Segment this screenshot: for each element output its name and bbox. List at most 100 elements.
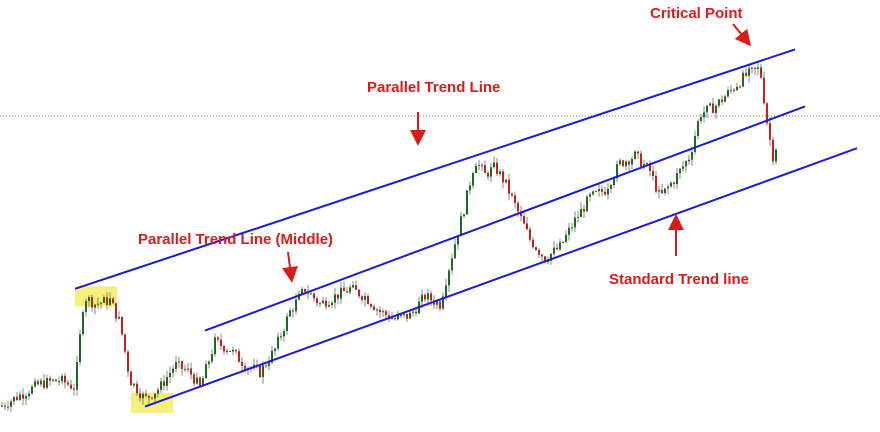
candle [763,71,765,105]
candle [748,65,750,83]
candle [346,286,348,293]
candle [769,117,771,147]
candle [652,165,654,181]
candle [202,376,204,386]
candle [766,102,768,126]
candle [283,328,285,342]
candle [280,332,282,341]
candle [757,62,759,76]
trend-line-parallel-middle [204,105,806,332]
candle [640,150,642,168]
candle [721,95,723,106]
candle [577,211,579,223]
candle [172,365,174,378]
candle [259,364,261,379]
candle [691,146,693,167]
candle [529,226,531,243]
candle [1,401,3,408]
candle [370,303,372,309]
candle [559,238,561,251]
candle [262,361,264,384]
candle [631,156,633,169]
candle [151,397,153,400]
candle [607,183,609,200]
candle [742,69,744,88]
candle [400,314,402,319]
candle [223,344,225,355]
candle [457,235,459,250]
trend-line-standard-lower [144,147,858,408]
candle [676,167,678,190]
candle [7,400,9,411]
candle [469,181,471,195]
candle [427,288,429,306]
candle [661,183,663,195]
candle [526,216,528,231]
candle [487,170,489,181]
candle [484,160,486,174]
candle [361,294,363,304]
candle [454,238,456,259]
candle [511,192,513,198]
candle [562,241,564,244]
candle [733,88,735,93]
candle [718,98,720,108]
candle [499,169,501,177]
candle [25,393,27,406]
candle [619,157,621,167]
candle [730,85,732,94]
candle [496,158,498,176]
candle [466,190,468,215]
candle [241,356,243,372]
arrow-parallel-trend-line-middle [282,251,298,283]
candle [43,374,45,390]
candle [76,355,78,396]
candle [475,162,477,174]
candle [289,307,291,318]
trend-line-parallel-upper [74,48,796,290]
candle [595,190,597,193]
candle [4,402,6,411]
candle [688,154,690,165]
candle [541,253,543,262]
label-parallel-trend-line-middle: Parallel Trend Line (Middle) [138,231,333,248]
candle [745,67,747,78]
label-parallel-trend-line: Parallel Trend Line [367,79,500,96]
candle [481,162,483,172]
candle [94,304,96,315]
candle [772,136,774,166]
candle [532,237,534,249]
label-critical-point: Critical Point [650,5,743,22]
candle [403,313,405,318]
candle [367,293,369,305]
candle [154,393,156,403]
candle [754,67,756,75]
candle [112,297,114,304]
candle [670,180,672,188]
candle [502,169,504,189]
candle [136,380,138,397]
candle [583,204,585,219]
label-standard-trend-line: Standard Trend line [609,271,749,288]
candle [355,280,357,290]
candle [664,188,666,196]
candle [376,307,378,316]
candle [208,360,210,369]
candle [703,105,705,123]
candle [685,159,687,173]
candle [697,119,699,140]
candle [373,304,375,311]
candle [157,387,159,398]
candle [679,167,681,180]
candle [46,374,48,390]
candle [634,150,636,160]
candle [553,241,555,257]
candle [451,253,453,275]
candle [442,292,444,311]
candle [205,360,207,379]
candle [34,378,36,388]
candle [340,281,342,304]
candle [598,183,600,197]
candle [418,296,420,314]
candle [109,292,111,307]
